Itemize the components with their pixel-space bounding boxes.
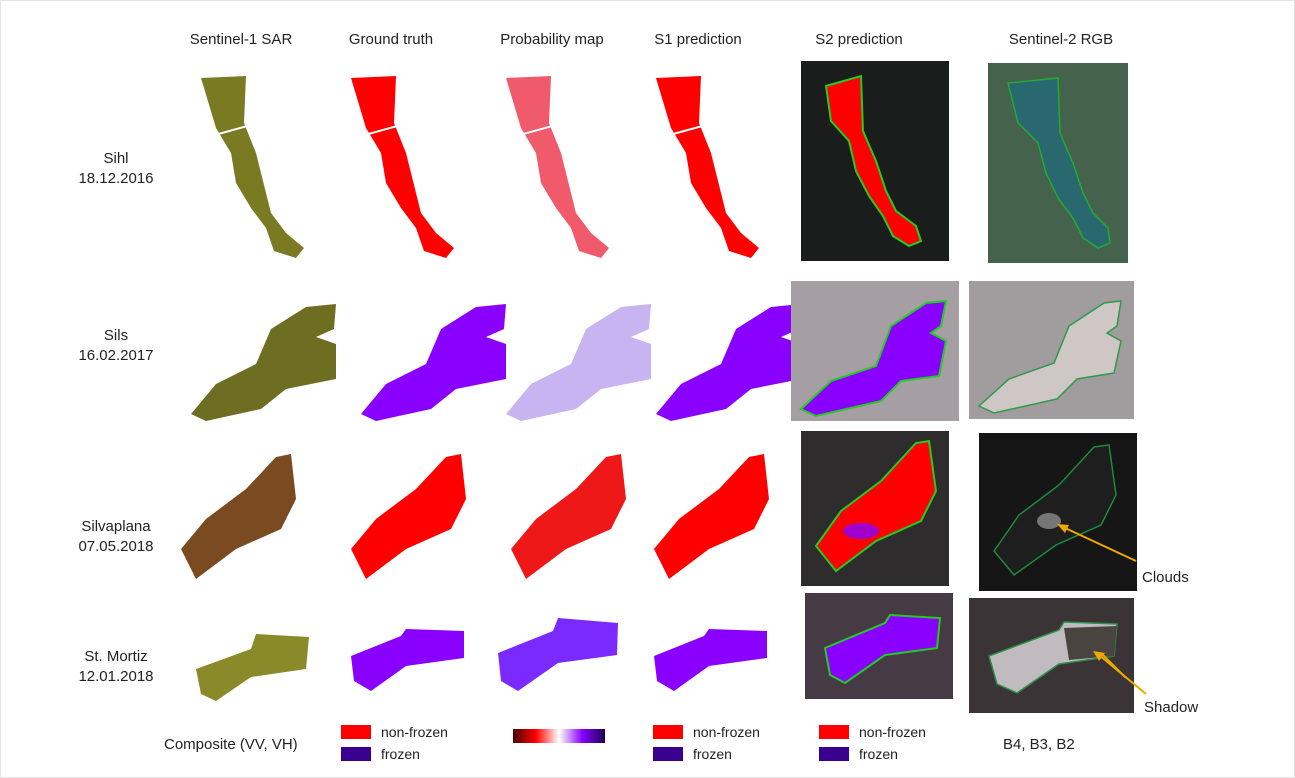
col-header-sentinel2-rgb: Sentinel-2 RGB <box>1008 31 1114 48</box>
silvaplana-sentinel2-rgb-tile <box>979 433 1137 591</box>
legend-frozen-label: frozen <box>381 746 420 762</box>
st-mortiz-s2-prediction-tile <box>805 593 953 699</box>
legend-frozen-label: frozen <box>859 746 898 762</box>
legend-nonfrozen-label: non-frozen <box>859 724 926 740</box>
col-header-probability-map: Probability map <box>500 31 604 48</box>
row-date: 16.02.2017 <box>78 347 154 364</box>
st-mortiz-s1-prediction-tile <box>654 629 767 691</box>
col-header-s2-prediction: S2 prediction <box>815 31 903 48</box>
legend-nonfrozen-label: non-frozen <box>381 724 448 740</box>
row-name: Sils <box>103 327 129 344</box>
silvaplana-s2-prediction-tile <box>801 431 949 586</box>
row-name: St. Mortiz <box>84 648 148 665</box>
sils-s1-prediction-tile <box>656 304 801 421</box>
shadow-label: Shadow <box>1144 699 1199 716</box>
legend-nonfrozen-swatch <box>653 725 683 739</box>
st-mortiz-ground-truth-tile <box>351 629 464 691</box>
silvaplana-sar-tile <box>181 454 296 579</box>
sihl-s1-prediction-tile <box>656 76 759 258</box>
silvaplana-probability-map-tile <box>511 454 626 579</box>
legend-nonfrozen-label: non-frozen <box>693 724 760 740</box>
silvaplana-ground-truth-tile <box>351 454 466 579</box>
footer-rgb-bands: B4, B3, B2 <box>1003 736 1075 753</box>
sils-s2-prediction-tile <box>791 281 959 421</box>
row-date: 07.05.2018 <box>78 538 154 555</box>
legend-s2-prediction: non-frozen frozen <box>819 721 926 765</box>
legend-frozen-swatch <box>341 747 371 761</box>
col-header-s1-prediction: S1 prediction <box>654 31 742 48</box>
sihl-probability-map-tile <box>506 76 609 258</box>
legend-ground-truth: non-frozen frozen <box>341 721 448 765</box>
st-mortiz-probability-map-tile <box>498 618 618 691</box>
shadow-arrow <box>1093 651 1147 695</box>
col-header-sentinel1: Sentinel-1 SAR <box>189 31 293 48</box>
legend-frozen-swatch <box>819 747 849 761</box>
st-mortiz-sar-tile <box>196 634 309 701</box>
sihl-sar-tile <box>201 76 304 258</box>
row-label-sils: Sils 16.02.2017 <box>61 326 171 366</box>
row-name: Silvaplana <box>81 518 151 535</box>
legend-s1-prediction: non-frozen frozen <box>653 721 760 765</box>
clouds-label: Clouds <box>1142 569 1189 586</box>
sihl-sentinel2-rgb-tile <box>988 63 1128 263</box>
sils-probability-map-tile <box>506 304 651 421</box>
clouds-arrow-icon <box>1062 526 1137 562</box>
row-date: 18.12.2016 <box>78 170 154 187</box>
legend-nonfrozen-swatch <box>341 725 371 739</box>
sils-sar-tile <box>191 304 336 421</box>
sils-ground-truth-tile <box>361 304 506 421</box>
silvaplana-s1-prediction-tile <box>654 454 769 579</box>
row-name: Sihl <box>103 150 129 167</box>
probability-colorbar <box>513 729 605 743</box>
footer-sar-composite: Composite (VV, VH) <box>164 736 298 753</box>
row-label-st-mortiz: St. Mortiz 12.01.2018 <box>61 647 171 687</box>
row-date: 12.01.2018 <box>78 668 154 685</box>
sihl-ground-truth-tile <box>351 76 454 258</box>
sihl-s2-prediction-tile <box>801 61 949 261</box>
row-label-sihl: Sihl 18.12.2016 <box>61 149 171 189</box>
row-label-silvaplana: Silvaplana 07.05.2018 <box>61 517 171 557</box>
legend-nonfrozen-swatch <box>819 725 849 739</box>
sils-sentinel2-rgb-tile <box>969 281 1134 419</box>
st-mortiz-sentinel2-rgb-tile <box>969 598 1134 713</box>
col-header-ground-truth: Ground truth <box>348 31 434 48</box>
legend-frozen-label: frozen <box>693 746 732 762</box>
legend-frozen-swatch <box>653 747 683 761</box>
